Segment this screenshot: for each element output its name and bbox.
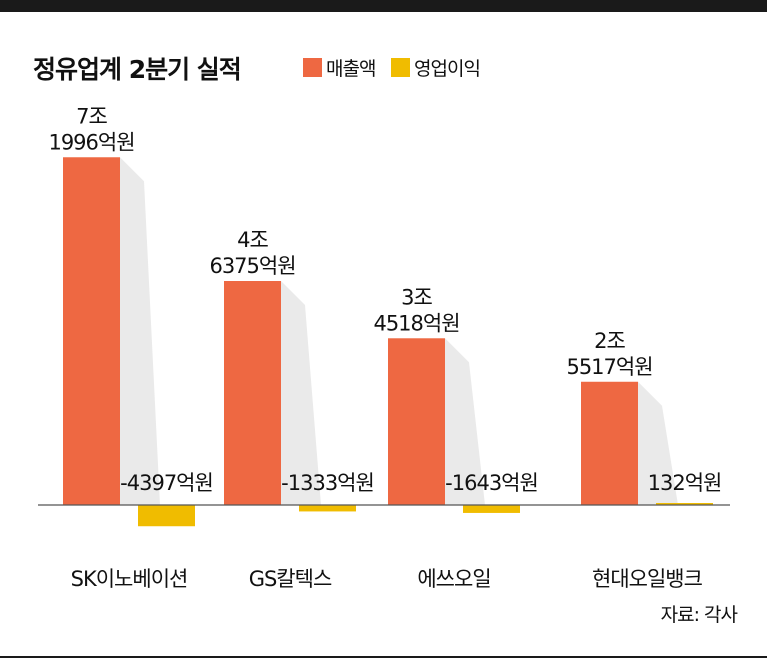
sales-value-label: 4518억원	[373, 311, 459, 335]
sales-bar	[224, 281, 281, 505]
sales-bar	[581, 381, 638, 505]
sales-bar-shadow	[638, 381, 678, 505]
sales-bar-shadow	[120, 157, 160, 505]
legend-swatch-profit	[391, 57, 410, 77]
category-label: 에쓰오일	[417, 567, 490, 591]
top-bar	[0, 0, 767, 12]
sales-value-label: 1996억원	[48, 130, 134, 154]
sales-value-label: 6375억원	[209, 254, 295, 278]
profit-value-label: -1333억원	[281, 471, 374, 495]
profit-bar	[299, 505, 356, 512]
sales-value-label: 7조	[76, 104, 107, 128]
profit-bar	[463, 505, 520, 513]
sales-value-label: 3조	[401, 285, 432, 309]
profit-value-label: -4397억원	[120, 471, 213, 495]
sales-value-label: 2조	[594, 329, 625, 353]
chart-title: 정유업계 2분기 실적	[33, 55, 242, 84]
sales-value-label: 4조	[237, 228, 268, 252]
legend-label-profit: 영업이익	[414, 57, 481, 80]
sales-bar	[388, 338, 445, 505]
legend-swatch-sales	[303, 57, 322, 77]
source-note: 자료: 각사	[660, 604, 738, 626]
sales-bar-shadow	[445, 338, 485, 505]
profit-value-label: -1643억원	[445, 471, 538, 495]
sales-bar-shadow	[281, 281, 321, 505]
profit-value-label: 132억원	[648, 471, 722, 495]
category-label: SK이노베이션	[71, 567, 188, 591]
legend-item-sales: 매출액	[303, 56, 376, 80]
profit-bar	[138, 505, 195, 527]
sales-bar	[63, 157, 120, 505]
legend-label-sales: 매출액	[326, 57, 376, 80]
sales-value-label: 5517억원	[566, 355, 652, 379]
profit-bar	[656, 503, 713, 505]
bottom-rule	[0, 656, 767, 658]
legend-item-profit: 영업이익	[391, 56, 481, 80]
category-label: 현대오일뱅크	[592, 567, 703, 591]
category-label: GS칼텍스	[249, 567, 332, 591]
